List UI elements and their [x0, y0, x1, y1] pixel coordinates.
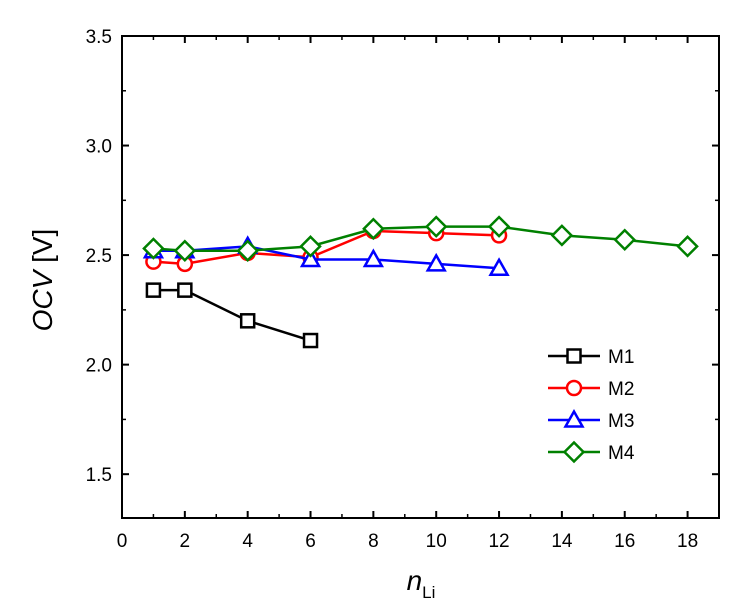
x-tick-label: 18: [677, 531, 698, 552]
data-point-M4: [142, 237, 165, 260]
x-tick-label: 12: [488, 531, 509, 552]
legend-marker: [563, 408, 585, 428]
y-tick-label: 2.5: [86, 246, 112, 267]
y-tick-label: 1.5: [86, 465, 112, 486]
data-point-M4: [236, 239, 259, 262]
legend-entry-M2: M2: [548, 379, 634, 400]
data-point-M3: [362, 248, 385, 268]
data-point-M1: [145, 282, 162, 298]
data-point-M4: [550, 224, 574, 247]
data-point-M4: [173, 239, 197, 262]
data-point-M4: [676, 235, 699, 258]
y-tick-label: 3.0: [86, 137, 112, 158]
x-tick-label: 6: [305, 531, 316, 552]
series-line-M1: [153, 288, 311, 342]
legend-entry-M1: M1: [548, 347, 634, 368]
legend-label: M4: [608, 443, 635, 464]
legend-label: M1: [608, 347, 634, 368]
data-point-M3: [488, 257, 510, 276]
legend-marker: [566, 348, 582, 364]
data-point-M4: [424, 215, 448, 238]
legend-label: M3: [608, 411, 634, 432]
x-axis-title-symbol: n: [407, 565, 423, 596]
data-point-M4: [299, 235, 322, 258]
x-tick-label: 2: [180, 531, 191, 552]
legend-marker: [562, 440, 586, 464]
legend-entry-M3: M3: [548, 408, 634, 432]
x-tick-label: 4: [242, 531, 253, 552]
series-M4: [142, 215, 699, 262]
y-axis-title-unit: [V]: [27, 229, 58, 271]
axes: 0 2 4 6 8 10 12 14 16 18 1.5 2.0 2.5 3.0 3.5: [86, 27, 720, 552]
y-tick-label: 2.0: [86, 356, 112, 377]
y-axis-title: OCV [V]: [27, 229, 58, 332]
x-tick-label: 8: [368, 531, 379, 552]
x-tick-label: 16: [614, 531, 635, 552]
x-tick-label: 14: [551, 531, 573, 552]
x-tick-label: 10: [426, 531, 447, 552]
plot-frame: [121, 35, 720, 519]
y-tick-label: 3.5: [86, 27, 112, 48]
data-point-M1: [302, 332, 319, 349]
data-point-M1: [177, 282, 193, 298]
legend: M1 M2 M3 M4: [548, 347, 635, 464]
legend-entry-M4: M4: [548, 440, 635, 464]
x-axis-title: nLi: [407, 565, 436, 602]
data-point-M4: [613, 228, 637, 252]
series-line-M4: [153, 225, 688, 252]
x-tick-label: 0: [117, 531, 128, 552]
x-axis-title-subscript: Li: [422, 583, 435, 602]
data-point-M3: [425, 252, 447, 272]
data-point-M4: [487, 215, 511, 238]
legend-marker: [565, 379, 583, 397]
legend-label: M2: [608, 379, 634, 400]
series-M1: [145, 282, 319, 349]
series-M3: [142, 235, 510, 276]
data-point-M3: [299, 248, 322, 268]
data-point-M1: [239, 313, 256, 329]
data-point-M4: [362, 217, 385, 241]
y-axis-title-quantity: OCV: [27, 268, 58, 331]
plot-area: [142, 215, 699, 349]
